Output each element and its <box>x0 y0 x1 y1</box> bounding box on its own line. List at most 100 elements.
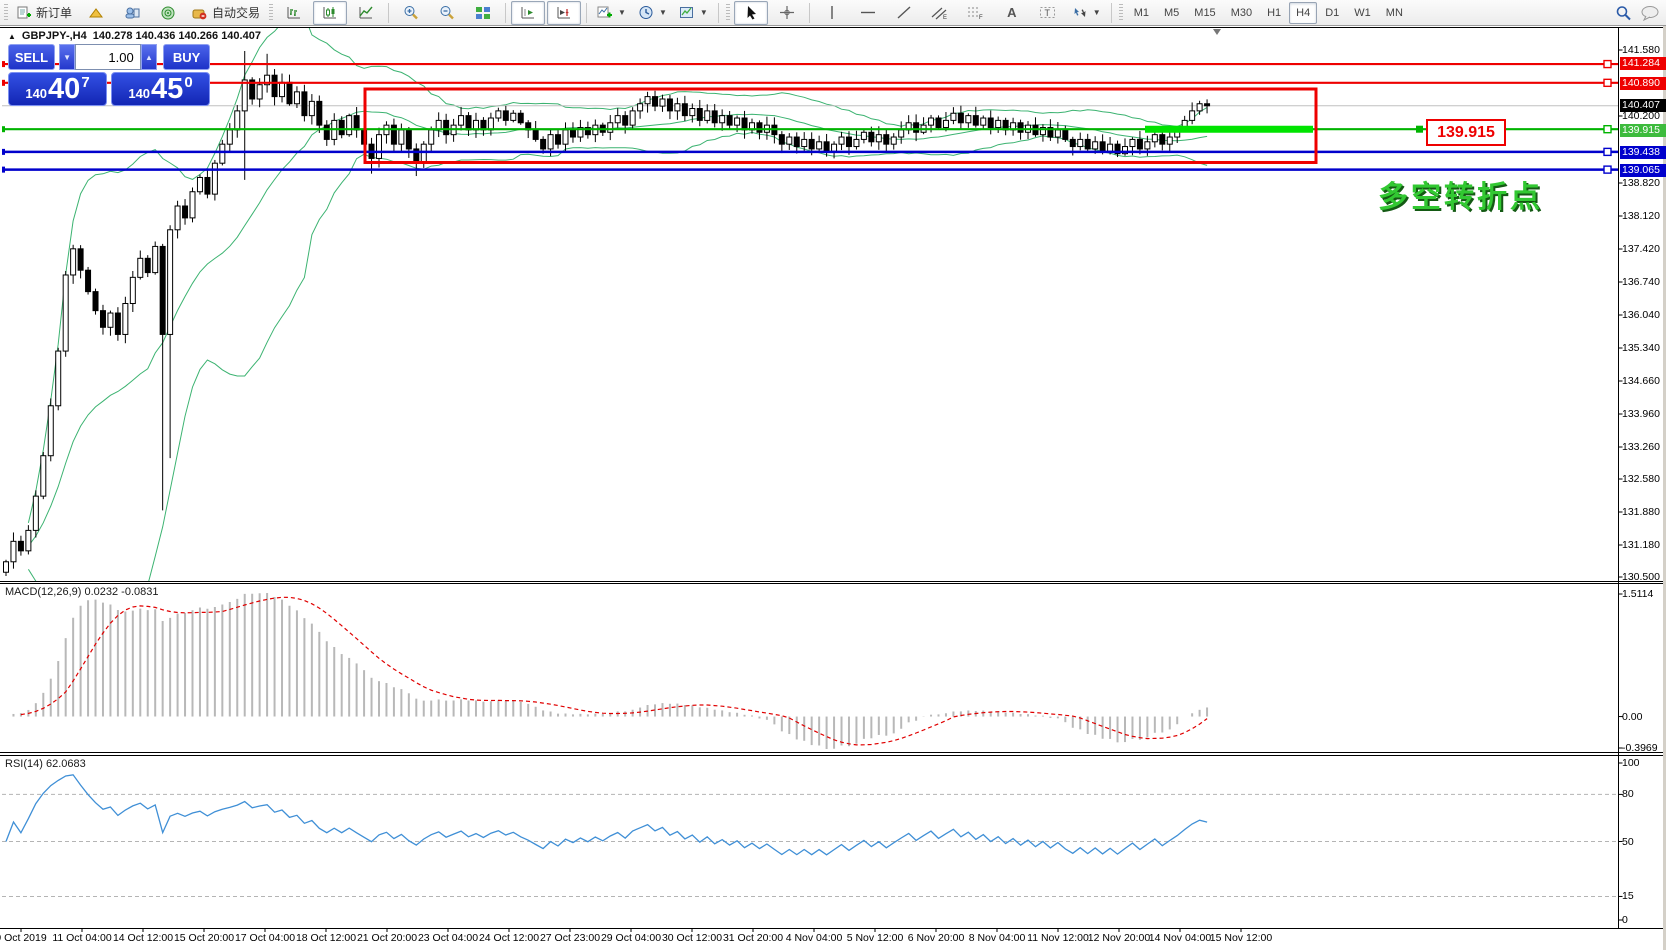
toolbar-separator <box>1110 2 1112 23</box>
vertical-line-tool-button[interactable] <box>815 1 849 25</box>
timeframe-button-m5[interactable]: M5 <box>1164 6 1180 19</box>
time-tick-label: 12 Nov 20:00 <box>1087 932 1151 944</box>
new-order-button[interactable]: 新订单 <box>12 1 77 25</box>
price-tick-label: 133.260 <box>1622 441 1660 453</box>
tile-windows-button[interactable] <box>466 1 500 25</box>
time-tick-label: 5 Nov 12:00 <box>846 932 904 944</box>
search-icon[interactable] <box>1615 5 1632 21</box>
indicators-button[interactable]: ▼ <box>592 1 631 25</box>
time-tick-label: 14 Nov 04:00 <box>1148 932 1212 944</box>
timeframe-button-w1[interactable]: W1 <box>1354 6 1371 19</box>
volume-decrease-button[interactable]: ▼ <box>58 44 76 70</box>
candlestick-mode-button[interactable] <box>313 0 348 25</box>
rsi-label: RSI(14) 62.0683 <box>5 758 86 770</box>
equidistant-channel-icon: E <box>931 7 947 20</box>
svg-text:T: T <box>1045 8 1051 18</box>
time-tick-label: 15 Oct 20:00 <box>173 932 235 944</box>
fibonacci-tool-button[interactable]: F <box>959 1 993 25</box>
time-tick-label: 18 Oct 12:00 <box>295 932 357 944</box>
buy-price-figure: 140 <box>128 86 151 101</box>
time-tick-label: 31 Oct 20:00 <box>722 932 784 944</box>
signals-button[interactable] <box>151 1 185 25</box>
market-watch-button[interactable] <box>79 1 113 25</box>
fibonacci-icon: F <box>968 7 983 20</box>
text-tool-icon: A <box>1007 5 1017 20</box>
feedback-balloon-icon[interactable] <box>1640 5 1660 21</box>
chart-shift-marker[interactable] <box>1213 29 1221 35</box>
line-chart-mode-button[interactable] <box>349 1 383 25</box>
cursor-icon <box>747 6 756 20</box>
text-label-tool-button[interactable]: T <box>1031 1 1065 25</box>
timeframe-button-h4[interactable]: H4 <box>1289 1 1318 24</box>
sell-button[interactable]: SELL <box>8 44 55 70</box>
bar-chart-mode-button[interactable] <box>277 1 311 25</box>
rsi-axis-label: 50 <box>1622 835 1634 848</box>
chart-shift-button[interactable] <box>547 0 582 25</box>
symbol-period-label: GBPJPY-,H4 <box>21 30 87 42</box>
toolbar-separator <box>717 2 719 23</box>
time-tick-label: 17 Oct 04:00 <box>234 932 296 944</box>
price-tick-label: 136.040 <box>1622 309 1660 321</box>
time-tick-label: 11 Oct 04:00 <box>52 932 112 944</box>
chart-title: ▲ GBPJPY-,H4 140.278 140.436 140.266 140… <box>8 30 261 42</box>
macd-axis-label: -0.3969 <box>1622 742 1658 754</box>
chinese-annotation: 多空转折点 <box>1378 181 1543 214</box>
timeframe-button-h1[interactable]: H1 <box>1267 6 1282 19</box>
indicators-icon <box>597 6 613 18</box>
zoom-out-button[interactable] <box>430 1 464 25</box>
buy-price-display[interactable]: 140 45 0 <box>111 72 210 106</box>
templates-icon <box>679 7 693 18</box>
auto-scroll-icon <box>521 7 535 19</box>
data-window-icon <box>125 7 140 18</box>
pivot-line-handle[interactable] <box>1416 125 1423 133</box>
rsi-axis-label: 100 <box>1622 757 1640 769</box>
main-price-pane <box>2 28 1618 581</box>
trendline-tool-button[interactable] <box>887 1 921 25</box>
candlesticks <box>3 50 1211 577</box>
timeframe-button-m1[interactable]: M1 <box>1133 6 1149 19</box>
time-tick-label: 9 Oct 2019 <box>0 932 47 944</box>
zoom-in-button[interactable] <box>394 1 428 25</box>
timeframe-button-mn[interactable]: MN <box>1385 6 1403 19</box>
templates-button[interactable]: ▼ <box>674 1 713 25</box>
horizontal-line-tool-button[interactable] <box>851 1 885 25</box>
rsi-axis-label: 80 <box>1622 788 1634 801</box>
auto-trading-button[interactable]: 自动交易 <box>187 1 265 25</box>
macd-axis-label: 1.5114 <box>1622 588 1654 600</box>
collapse-triangle-icon[interactable]: ▲ <box>8 31 16 41</box>
toolbar-grip <box>269 3 274 22</box>
auto-scroll-button[interactable] <box>511 0 546 25</box>
crosshair-tool-button[interactable] <box>770 1 804 25</box>
rsi-line <box>5 774 1208 856</box>
buy-button[interactable]: BUY <box>163 44 210 70</box>
periods-button[interactable]: ▼ <box>633 1 672 25</box>
sell-price-display[interactable]: 140 40 7 <box>8 72 107 106</box>
toolbar-separator <box>586 2 588 23</box>
line-chart-icon <box>359 6 373 19</box>
cursor-tool-button[interactable] <box>733 0 768 25</box>
rsi-axis-label: 15 <box>1622 890 1634 903</box>
vertical-line-icon <box>831 6 833 19</box>
chart-shift-icon <box>557 7 571 19</box>
toolbar-separator <box>388 2 390 23</box>
arrows-tool-button[interactable]: ▼ <box>1067 1 1106 25</box>
price-badge: 140.407 <box>1620 98 1666 112</box>
trendline-icon <box>897 6 911 19</box>
volume-input[interactable]: 1.00 <box>75 44 141 70</box>
text-tool-button[interactable]: A <box>995 1 1029 25</box>
price-callout-label[interactable]: 139.915 <box>1426 119 1506 146</box>
buy-price-pips: 45 <box>151 73 184 105</box>
time-tick-label: 24 Oct 12:00 <box>478 932 540 944</box>
price-tick-label: 131.180 <box>1622 539 1660 551</box>
volume-increase-button[interactable]: ▲ <box>140 44 158 70</box>
data-window-button[interactable] <box>115 1 149 25</box>
toolbar-separator <box>505 2 507 23</box>
timeframe-button-m30[interactable]: M30 <box>1230 6 1253 19</box>
range-rectangle[interactable] <box>363 87 1318 164</box>
timeframe-button-d1[interactable]: D1 <box>1325 6 1340 19</box>
signals-icon <box>161 6 175 19</box>
channel-tool-button[interactable]: E <box>923 1 957 25</box>
timeframe-button-m15[interactable]: M15 <box>1194 6 1216 19</box>
